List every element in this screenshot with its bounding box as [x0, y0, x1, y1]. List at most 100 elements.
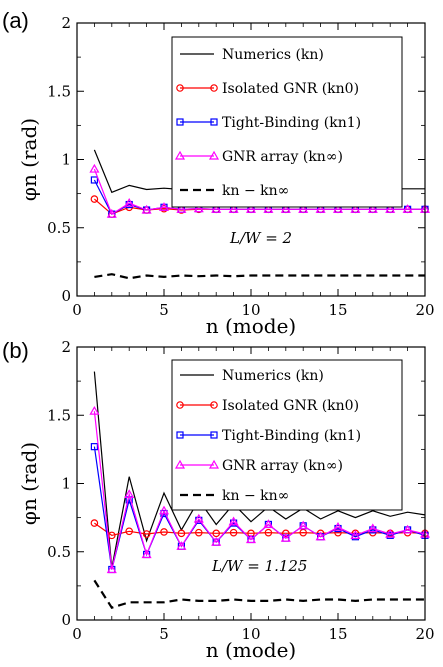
data-point: [332, 521, 344, 531]
data-point: [263, 204, 274, 213]
data-point: [177, 529, 186, 538]
data-point: [212, 529, 221, 538]
data-point: [124, 489, 135, 499]
x-tick-label: 15: [328, 625, 347, 643]
data-point: [176, 541, 187, 550]
data-point: [124, 197, 135, 207]
data-point: [367, 204, 378, 213]
x-tick-label: 10: [241, 625, 260, 643]
legend-box: [171, 36, 403, 208]
data-point: [298, 520, 309, 530]
data-point: [158, 505, 170, 515]
legend-marker: [210, 401, 218, 409]
data-point: [264, 528, 273, 537]
legend-entry: Tight-Binding (kn1): [222, 115, 361, 131]
data-point: [367, 523, 378, 533]
data-point: [176, 204, 187, 213]
data-point: [229, 528, 238, 537]
y-tick-label: 1.5: [47, 406, 71, 424]
series-line-4: [93, 579, 425, 609]
panel-label: (a): [2, 8, 29, 33]
data-point: [90, 443, 99, 451]
x-tick-label: 0: [72, 625, 82, 643]
data-point: [195, 528, 203, 537]
legend-entry: kn − kn∞: [222, 183, 289, 199]
data-point: [228, 204, 239, 213]
chart-panel-b: (b) 0 5 10 15 20 0 0.5 1 1.5 2 n (mode) φn (rad) L/W …: [2, 338, 435, 662]
y-tick-label: 2: [61, 14, 71, 32]
legend-marker: [208, 150, 220, 160]
data-point: [315, 531, 326, 541]
y-tick-label: 0: [61, 287, 71, 305]
y-axis-label: φn (rad): [17, 118, 41, 201]
data-point: [211, 204, 222, 213]
data-point: [332, 204, 344, 213]
legend-entry: Numerics (kn): [222, 47, 324, 63]
legend-entry: Isolated GNR (kn0): [222, 81, 359, 97]
x-tick-label: 10: [241, 301, 260, 319]
data-point: [315, 204, 326, 213]
y-tick-label: 0: [61, 611, 71, 629]
data-point: [89, 163, 100, 173]
panel-label: (b): [2, 338, 29, 363]
legend-marker: [174, 150, 186, 160]
x-tick-label: 20: [415, 625, 434, 643]
data-point: [141, 204, 152, 214]
y-tick-label: 1.5: [47, 82, 71, 100]
annotation: L/W = 2: [229, 229, 292, 247]
x-tick-label: 15: [328, 301, 347, 319]
y-tick-label: 0.5: [47, 543, 71, 561]
data-point: [280, 532, 291, 542]
data-point: [193, 513, 204, 523]
data-point: [228, 516, 239, 526]
legend-entry: GNR array (kn∞): [222, 458, 343, 474]
x-tick-label: 5: [159, 301, 169, 319]
data-point: [334, 528, 342, 537]
legend-entry: Numerics (kn): [222, 368, 324, 384]
data-point: [141, 549, 152, 559]
y-tick-label: 2: [61, 338, 71, 356]
data-point: [385, 528, 396, 538]
data-point: [280, 204, 291, 213]
legend-marker: [176, 84, 184, 92]
legend-marker: [176, 401, 184, 409]
data-point: [106, 564, 117, 574]
data-point: [125, 527, 134, 536]
data-point: [89, 405, 100, 415]
data-point: [402, 524, 413, 534]
y-axis-label: φn (rad): [17, 442, 41, 525]
chart-panel-a: (a) 0 5 10 15 20 0 0.5 1 1.5 2 n (mode) φn (rad) L/W …: [2, 8, 435, 338]
y-tick-label: 1: [61, 475, 71, 493]
y-tick-label: 0.5: [47, 219, 71, 237]
data-point: [142, 530, 151, 538]
data-point: [245, 204, 257, 213]
y-tick-label: 1: [61, 151, 71, 169]
data-point: [385, 204, 396, 213]
x-tick-label: 20: [415, 301, 434, 319]
data-point: [281, 529, 290, 538]
data-point: [90, 176, 99, 184]
data-point: [245, 534, 257, 544]
data-point: [90, 195, 99, 203]
x-tick-label: 0: [72, 301, 82, 319]
annotation: L/W = 1.125: [211, 557, 307, 575]
legend-entry: GNR array (kn∞): [222, 149, 343, 165]
legend-marker: [176, 431, 184, 439]
data-point: [106, 208, 117, 218]
legend-entry: Isolated GNR (kn0): [222, 398, 359, 414]
data-point: [350, 530, 361, 539]
x-axis-label: n (mode): [206, 638, 297, 662]
data-point: [402, 204, 413, 213]
plot-frame: [76, 346, 426, 621]
x-axis-label: n (mode): [206, 314, 297, 338]
plot-frame: [76, 22, 426, 297]
data-point: [193, 203, 204, 213]
legend-marker: [210, 431, 218, 439]
data-point: [90, 519, 99, 527]
data-point: [263, 519, 274, 529]
data-point: [158, 202, 170, 211]
legend-marker: [210, 118, 218, 126]
data-point: [299, 528, 308, 537]
legend-marker: [176, 118, 184, 126]
x-tick-label: 5: [159, 625, 169, 643]
